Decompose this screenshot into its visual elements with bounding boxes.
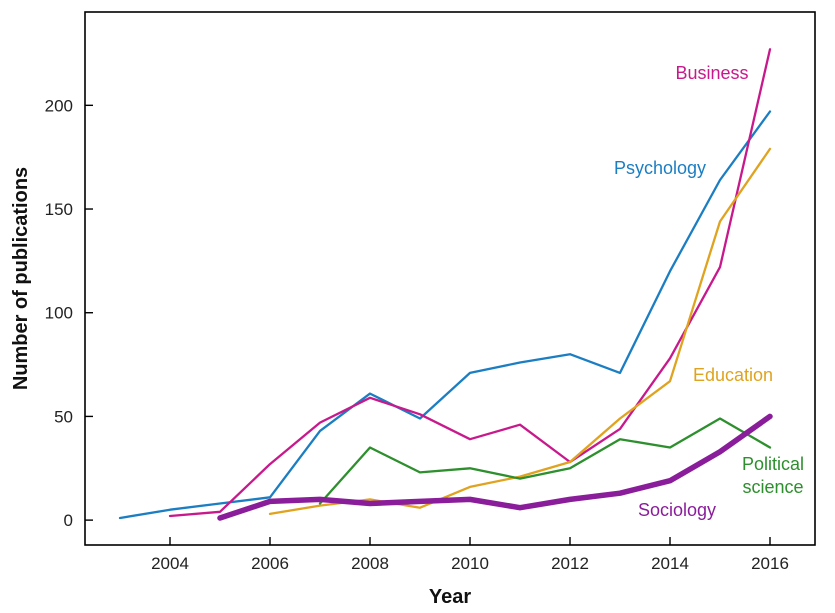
series-label-political-science: science	[742, 477, 803, 497]
y-tick-label: 150	[45, 200, 73, 219]
series-line-political-science	[318, 417, 772, 505]
y-tick-label: 100	[45, 304, 73, 323]
series-line-education	[268, 147, 772, 516]
series-line-sociology	[217, 413, 773, 521]
y-tick-label: 0	[64, 511, 73, 530]
y-tick-label: 50	[54, 407, 73, 426]
series-label-education: Education	[693, 365, 773, 385]
x-tick-label: 2016	[751, 554, 789, 573]
x-tick-label: 2012	[551, 554, 589, 573]
y-axis-title: Number of publications	[10, 167, 32, 390]
series-line-business	[168, 48, 772, 518]
x-tick-label: 2008	[351, 554, 389, 573]
series-label-sociology: Sociology	[638, 500, 716, 520]
x-tick-label: 2010	[451, 554, 489, 573]
chart-marks: 2004 2006 2008 2010 2012 2014 2016 0 50 100 150 200…	[10, 11, 816, 608]
x-tick-label: 2006	[251, 554, 289, 573]
series-label-political-science: Political	[742, 454, 804, 474]
plot-frame	[84, 11, 816, 546]
x-tick-label: 2004	[151, 554, 189, 573]
series-label-business: Business	[675, 63, 748, 83]
series-label-psychology: Psychology	[614, 158, 706, 178]
x-tick-label: 2014	[651, 554, 689, 573]
y-tick-label: 200	[45, 96, 73, 115]
x-axis-title: Year	[429, 586, 471, 608]
